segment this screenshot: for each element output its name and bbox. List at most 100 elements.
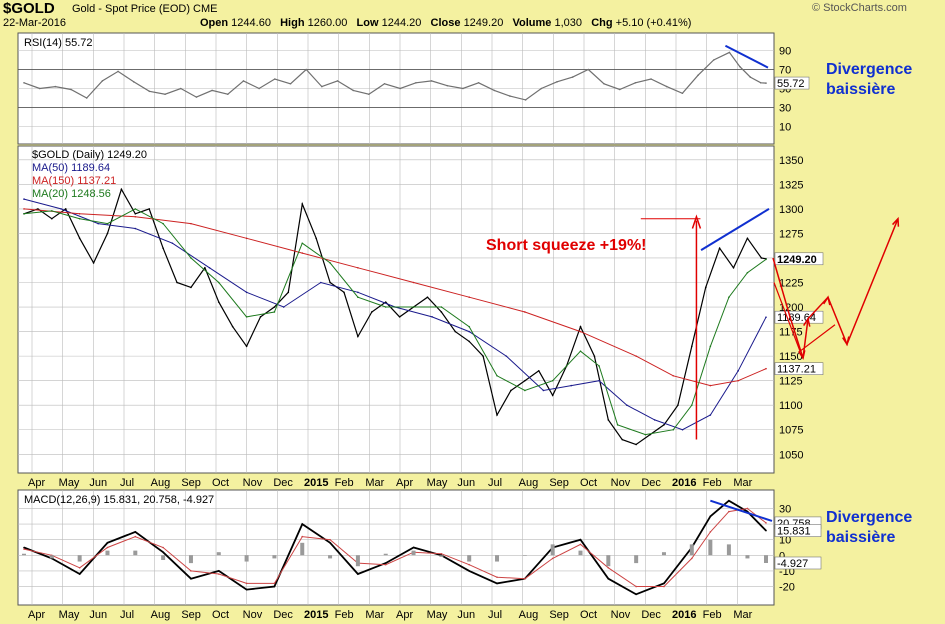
rsi-data-point	[493, 89, 496, 92]
divergence-annotation-top: Divergence baissière	[826, 60, 912, 100]
macd-data-point	[217, 570, 220, 572]
rsi-data-point	[462, 87, 464, 90]
macd-data-point	[709, 531, 712, 533]
macd-data-point	[468, 563, 471, 566]
macd-data-point	[746, 507, 749, 510]
macd-histogram-bar	[216, 552, 221, 556]
price-data-point	[273, 311, 276, 313]
price-value-label: 1249.20	[777, 254, 817, 266]
price-data-point	[496, 374, 498, 377]
price-data-point	[537, 370, 540, 372]
squeeze-arrowhead	[691, 214, 702, 229]
price-x-tick-label: Feb	[703, 477, 722, 489]
macd-data-point	[245, 588, 248, 591]
macd-data-point	[412, 546, 415, 549]
price-data-point	[217, 301, 220, 303]
price-data-point	[440, 306, 443, 308]
macd-legend: MACD(12,26,9) 15.831, 20.758, -4.927	[24, 494, 214, 506]
rsi-y-tick-label: 30	[779, 103, 791, 115]
price-data-point	[384, 301, 387, 303]
divergence-line-2: baissière	[826, 529, 896, 546]
rsi-data-point	[665, 85, 668, 88]
rsi-data-point	[352, 89, 354, 92]
ohlc-value: 1244.60	[231, 17, 271, 29]
rsi-data-point	[383, 82, 386, 85]
forecast-arrowhead	[803, 316, 811, 327]
price-data-point	[579, 330, 582, 333]
price-data-point	[677, 404, 679, 407]
price-data-point	[97, 222, 99, 225]
macd-data-point	[607, 577, 610, 580]
price-x-tick-label: May	[427, 477, 448, 489]
forecast-arrowhead	[798, 350, 806, 360]
forecast-arrowhead	[823, 295, 831, 306]
ohlc-value: 1249.20	[463, 17, 504, 29]
rsi-divergence-line	[724, 44, 769, 69]
ohlc-volume: Volume 1,030	[513, 17, 583, 29]
macd-histogram-bar	[22, 553, 26, 556]
price-x-tick-label: Nov	[611, 477, 631, 489]
price-data-point	[672, 428, 675, 431]
price-data-point	[134, 215, 137, 218]
macd-divergence-line	[710, 499, 773, 522]
macd-data-point	[524, 577, 526, 580]
price-data-point	[468, 325, 471, 328]
price-data-point	[412, 306, 415, 308]
macd-data-point	[728, 510, 730, 513]
price-data-point	[78, 217, 81, 220]
price-data-point	[64, 208, 67, 210]
macd-histogram-bar	[661, 552, 666, 556]
price-legend-item: MA(150) 1137.21	[32, 175, 116, 187]
rsi-data-point	[524, 99, 527, 101]
macd-x-tick-label: May	[427, 609, 448, 621]
rsi-data-point	[85, 97, 88, 99]
divergence-line-1: Divergence	[826, 509, 913, 526]
price-data-point	[579, 350, 582, 353]
price-y-tick-label: 1075	[779, 425, 803, 437]
rsi-data-point	[195, 96, 198, 98]
price-data-point	[760, 257, 763, 259]
price-data-point	[598, 379, 600, 382]
price-data-point	[92, 262, 95, 264]
price-data-point	[440, 311, 443, 313]
price-data-point	[190, 222, 192, 225]
rsi-data-point	[54, 85, 57, 88]
rsi-data-point	[242, 80, 245, 82]
macd-x-tick-label: Jun	[457, 609, 475, 621]
price-value-label: 1137.21	[777, 364, 816, 376]
rsi-data-point	[399, 87, 402, 90]
price-x-tick-label: May	[59, 477, 80, 489]
macd-data-point	[663, 585, 665, 588]
macd-y-tick-label: -20	[779, 582, 795, 594]
macd-histogram-bar	[578, 550, 583, 556]
macd-histogram-bar	[355, 555, 360, 567]
price-data-point	[746, 237, 749, 240]
price-data-point	[570, 384, 573, 387]
macd-x-tick-label: Aug	[519, 609, 539, 621]
symbol-title: $GOLD	[3, 0, 55, 17]
rsi-data-point	[697, 74, 699, 76]
ohlc-label: Low	[356, 17, 382, 29]
macd-x-tick-label: Oct	[212, 609, 229, 621]
price-data-point	[231, 325, 234, 328]
rsi-data-point	[70, 88, 72, 91]
rsi-data-point	[634, 82, 637, 84]
rsi-data-point	[305, 68, 307, 71]
price-data-point	[468, 296, 471, 299]
short-squeeze-annotation: Short squeeze +19%!	[486, 237, 647, 254]
macd-data-point	[765, 529, 767, 532]
macd-data-point	[162, 546, 164, 549]
macd-histogram-bar	[244, 555, 249, 562]
price-x-tick-label: Jun	[89, 477, 107, 489]
ohlc-label: Chg	[591, 17, 616, 29]
price-value-label: 1189.64	[777, 312, 816, 324]
macd-data-point	[663, 582, 665, 585]
rsi-data-point	[765, 82, 767, 84]
rsi-data-point	[650, 78, 652, 80]
price-data-point	[301, 203, 304, 205]
rsi-y-tick-label: 90	[779, 46, 791, 58]
macd-x-tick-label: Jun	[89, 609, 107, 621]
rsi-data-point	[289, 82, 292, 85]
macd-x-tick-label: Dec	[641, 609, 661, 621]
